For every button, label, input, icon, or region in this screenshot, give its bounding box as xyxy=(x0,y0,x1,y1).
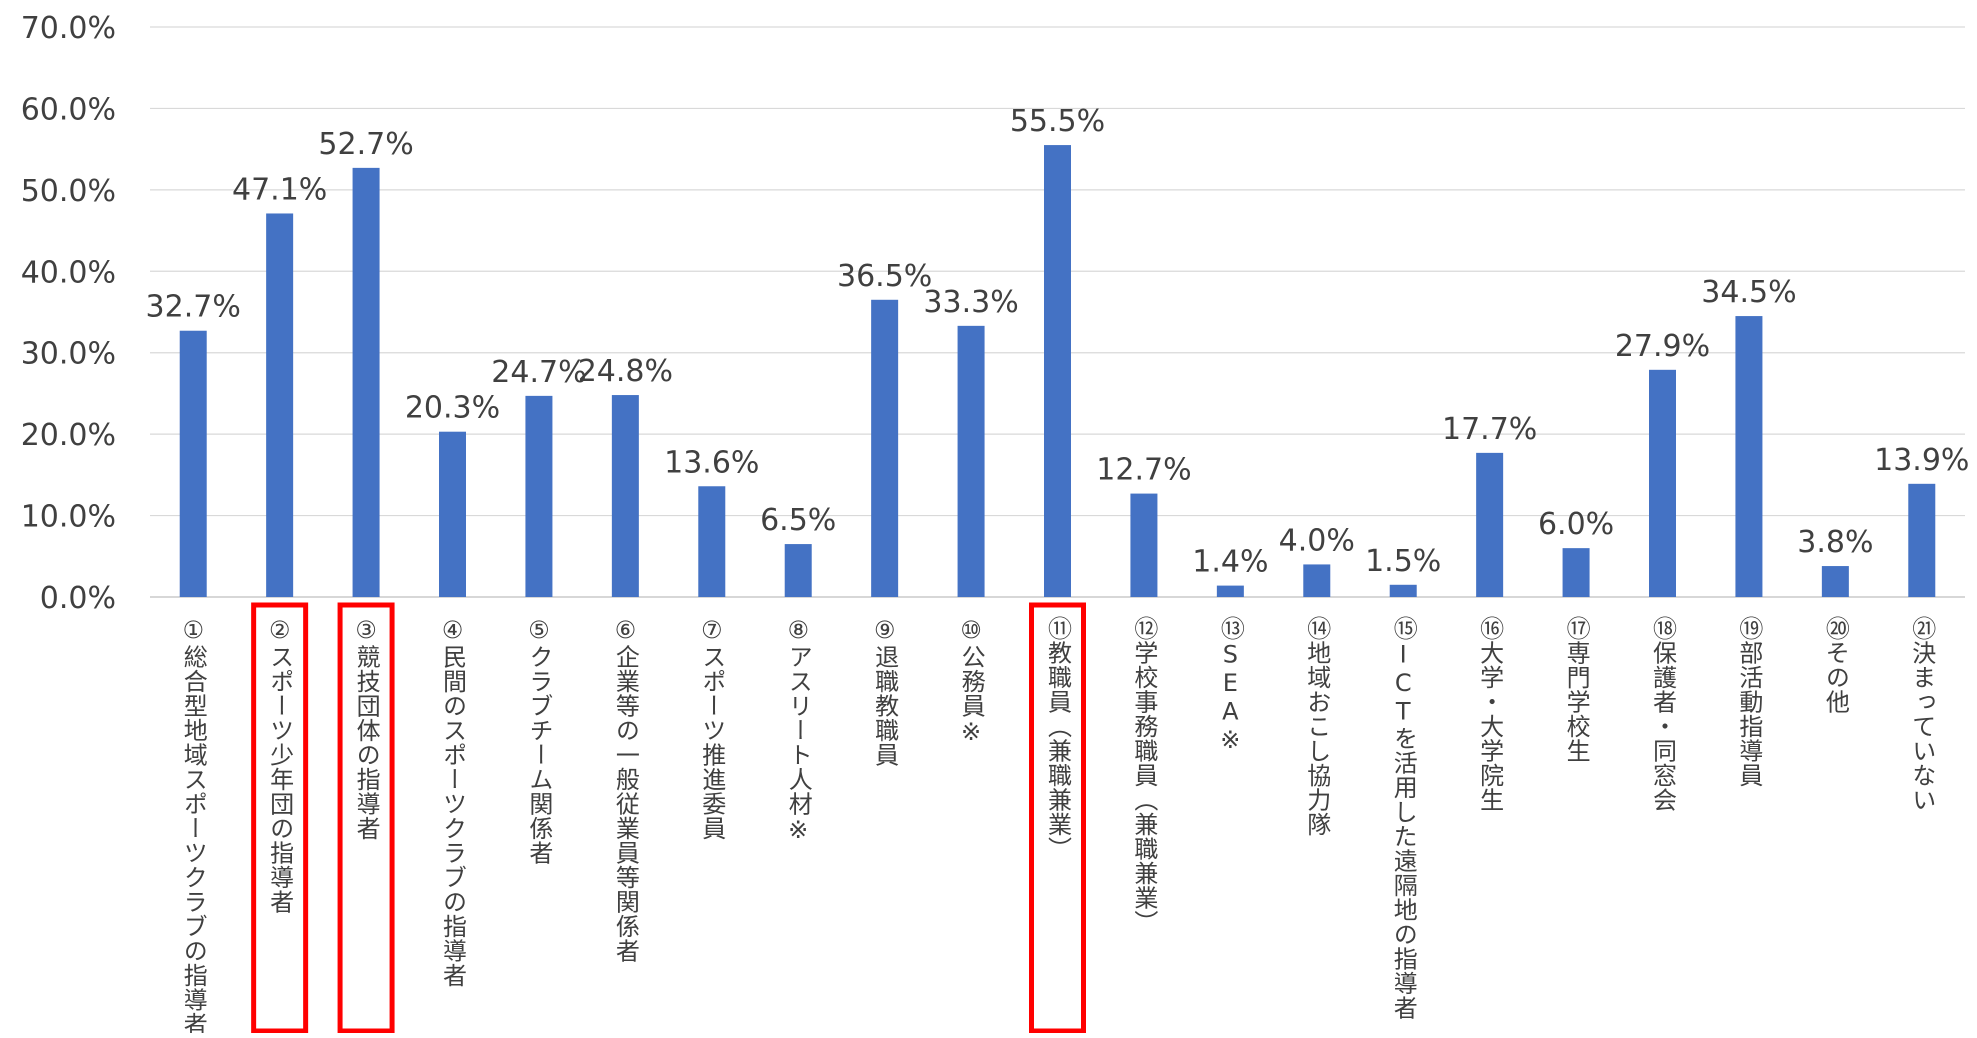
data-label: 1.5% xyxy=(1365,544,1441,579)
data-label: 34.5% xyxy=(1701,275,1796,310)
category-label: ⑮ICTを活用した遠隔地の指導者 xyxy=(1389,616,1417,1020)
category-label: ⑪教職員（兼職兼業） xyxy=(1044,616,1072,861)
data-label: 52.7% xyxy=(318,127,413,162)
data-label: 33.3% xyxy=(923,285,1018,320)
data-label: 4.0% xyxy=(1279,523,1355,558)
data-label: 24.8% xyxy=(578,354,673,389)
bar xyxy=(1389,584,1417,597)
y-tick-label: 70.0% xyxy=(21,11,116,46)
category-label: ⑫学校事務職員（兼職兼業） xyxy=(1130,616,1158,935)
bar xyxy=(1130,493,1158,597)
bar xyxy=(698,486,726,597)
category-label: ⑧アスリート人材※ xyxy=(784,616,812,845)
data-labels: 32.7% 47.1% 52.7% 20.3%24.7%24.8% 13.6%6.5% 3… xyxy=(146,104,1970,580)
y-tick-label: 0.0% xyxy=(40,581,116,616)
bar xyxy=(1908,483,1936,597)
category-label: ⑯大学・大学院生 xyxy=(1476,616,1504,812)
bar xyxy=(1562,548,1590,597)
data-label: 32.7% xyxy=(146,290,241,325)
bar xyxy=(266,213,294,597)
category-label: ⑥企業等の一般従業員等関係者 xyxy=(611,616,639,963)
category-label: ③競技団体の指導者 xyxy=(352,616,380,841)
data-label: 13.6% xyxy=(664,445,759,480)
bar xyxy=(439,431,466,597)
bar xyxy=(871,299,899,597)
category-label: ①総合型地域スポーツクラブの指導者 xyxy=(179,616,207,1033)
data-label: 36.5% xyxy=(837,259,932,294)
bar xyxy=(1044,145,1071,598)
bar xyxy=(1303,564,1331,597)
category-label: ⑳その他 xyxy=(1821,616,1849,714)
category-label: ⑦スポーツ推進委員 xyxy=(698,616,726,841)
data-label: 12.7% xyxy=(1096,453,1191,488)
highlight-boxes xyxy=(251,602,1086,1034)
bar xyxy=(352,167,380,597)
category-label: ⑬SEA※ xyxy=(1216,616,1244,755)
data-label: 55.5% xyxy=(1010,104,1105,139)
bar xyxy=(1735,316,1763,597)
data-label: 3.8% xyxy=(1797,525,1873,560)
y-tick-label: 40.0% xyxy=(21,255,116,290)
category-label: ⑩公務員※ xyxy=(957,616,985,747)
data-label: 24.7% xyxy=(491,355,586,390)
category-label: ⑤クラブチーム関係者 xyxy=(525,616,553,865)
y-axis-ticks: 0.0% 10.0% 20.0% 30.0% 40.0% 50.0% 60.0% 70.0% xyxy=(21,11,116,616)
bar xyxy=(611,395,639,597)
bar xyxy=(525,395,553,597)
highlight-box xyxy=(1029,602,1086,1034)
category-label: ⑱保護者・同窓会 xyxy=(1649,616,1677,812)
category-label: ⑰専門学校生 xyxy=(1562,616,1590,763)
category-label: ⑭地域おこし協力隊 xyxy=(1303,616,1331,837)
y-tick-label: 50.0% xyxy=(21,174,116,209)
data-label: 27.9% xyxy=(1615,329,1710,364)
y-tick-label: 30.0% xyxy=(21,337,116,372)
highlight-box xyxy=(337,602,395,1034)
category-label: ⑨退職教職員 xyxy=(871,616,899,767)
data-label: 17.7% xyxy=(1442,412,1537,447)
y-tick-label: 10.0% xyxy=(21,500,116,535)
data-label: 1.4% xyxy=(1192,545,1268,580)
bar xyxy=(957,325,985,597)
category-label: ⑲部活動指導員 xyxy=(1735,616,1763,788)
bar xyxy=(1216,585,1244,597)
highlight-box xyxy=(251,602,309,1034)
category-label: ㉑決まっていない xyxy=(1908,616,1936,812)
bar xyxy=(784,544,812,597)
bar xyxy=(179,330,207,597)
data-label: 6.5% xyxy=(760,503,836,538)
bar xyxy=(1649,369,1676,597)
bar xyxy=(1476,452,1504,597)
bars xyxy=(179,145,1936,598)
data-label: 13.9% xyxy=(1874,443,1969,478)
bar xyxy=(1821,566,1849,597)
y-tick-label: 20.0% xyxy=(21,418,116,453)
category-labels: ①総合型地域スポーツクラブの指導者 ②スポーツ少年団の指導者 ③競技団体の指導者 ④民… xyxy=(179,616,1936,1037)
data-label: 47.1% xyxy=(232,172,327,207)
y-tick-label: 60.0% xyxy=(21,92,116,127)
category-label: ②スポーツ少年団の指導者 xyxy=(266,616,294,914)
category-label: ④民間のスポーツクラブの指導者 xyxy=(439,616,467,988)
data-label: 20.3% xyxy=(405,391,500,426)
data-label: 6.0% xyxy=(1538,507,1614,542)
